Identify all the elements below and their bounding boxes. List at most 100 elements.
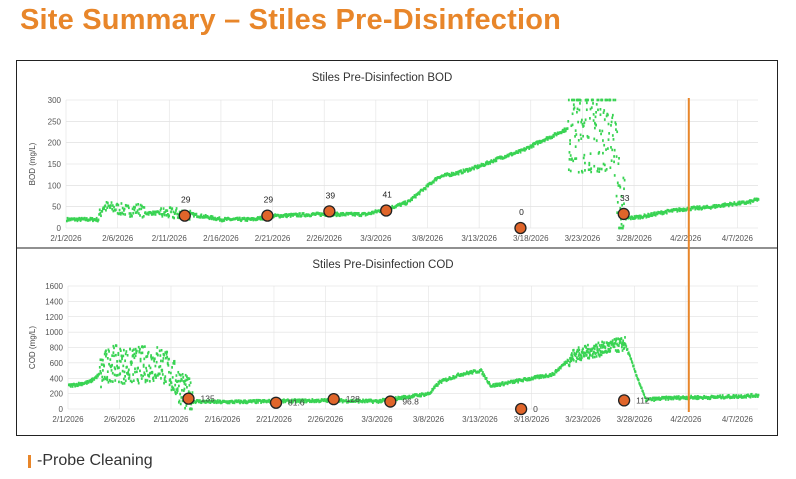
probe-point [123, 207, 126, 211]
chart-title: Stiles Pre-Disinfection BOD [312, 72, 453, 84]
probe-point [134, 367, 136, 371]
probe-point [200, 213, 203, 217]
probe-point [246, 219, 249, 222]
probe-point [588, 163, 591, 167]
probe-point [142, 363, 145, 367]
probe-point [304, 214, 307, 218]
probe-point [523, 147, 526, 150]
probe-point [632, 364, 635, 368]
probe-point [450, 174, 453, 177]
probe-point [418, 192, 421, 196]
probe-point [71, 385, 74, 388]
probe-point [588, 161, 591, 165]
probe-point [583, 153, 586, 157]
probe-point [609, 98, 612, 102]
probe-point [349, 400, 352, 403]
probe-point [588, 356, 591, 360]
probe-point [618, 184, 621, 187]
probe-point [452, 375, 455, 378]
probe-point [182, 380, 185, 383]
probe-point [284, 215, 287, 218]
probe-point [171, 366, 173, 369]
probe-point [757, 393, 760, 397]
probe-point [165, 353, 168, 356]
probe-point [131, 380, 133, 384]
probe-point [630, 357, 633, 361]
probe-point [608, 132, 611, 135]
probe-point [123, 209, 125, 212]
probe-point [107, 380, 110, 384]
probe-point [622, 176, 625, 180]
probe-point [360, 214, 363, 218]
probe-point [633, 367, 636, 371]
probe-point [106, 357, 109, 360]
probe-point [128, 212, 131, 215]
probe-point [576, 110, 578, 114]
probe-point [228, 401, 231, 405]
probe-point [451, 376, 454, 380]
probe-point [121, 206, 124, 210]
probe-point [287, 401, 290, 404]
probe-point [669, 395, 672, 399]
probe-point [587, 168, 590, 172]
cod-chart: Stiles Pre-Disinfection COD COD (mg/L) 0 20… [28, 259, 760, 424]
probe-point [103, 375, 106, 379]
probe-point [116, 366, 119, 370]
probe-point [465, 372, 468, 375]
probe-point [615, 123, 617, 126]
probe-point [703, 205, 705, 208]
probe-point [404, 200, 407, 203]
probe-point [314, 399, 317, 402]
probe-point [667, 398, 670, 401]
probe-point [621, 349, 624, 352]
probe-point [168, 357, 170, 361]
probe-point [589, 152, 592, 155]
probe-point [623, 187, 625, 191]
probe-point [167, 215, 170, 219]
probe-point [585, 108, 588, 112]
lab-sample-marker [178, 209, 191, 222]
probe-point [158, 372, 161, 376]
probe-point [631, 215, 633, 219]
probe-point [299, 401, 301, 404]
probe-point [426, 183, 429, 186]
probe-point [561, 130, 563, 134]
probe-point [80, 383, 83, 387]
probe-point [487, 162, 490, 166]
probe-point [177, 379, 180, 383]
probe-point [461, 171, 464, 175]
probe-point [172, 362, 175, 365]
x-tick-label: 3/23/2026 [565, 234, 601, 243]
probe-point [340, 212, 343, 215]
probe-point [623, 202, 625, 206]
probe-point [164, 375, 167, 378]
probe-point [216, 399, 219, 402]
probe-point [160, 207, 162, 210]
probe-point [137, 381, 140, 385]
y-tick-label: 600 [50, 359, 64, 368]
probe-point [603, 341, 605, 344]
probe-point [158, 365, 161, 369]
probe-point [498, 384, 500, 387]
probe-point [119, 347, 122, 351]
probe-point [256, 399, 259, 403]
probe-point [591, 347, 594, 351]
probe-point [637, 378, 640, 382]
probe-point [457, 172, 460, 176]
probe-point [109, 206, 112, 209]
probe-point [610, 159, 613, 163]
probe-point [648, 214, 651, 218]
probe-point [175, 388, 178, 391]
probe-point [171, 388, 174, 391]
probe-point [600, 346, 602, 349]
probe-point [612, 344, 615, 347]
probe-point [97, 218, 100, 222]
probe-point [585, 346, 587, 349]
probe-point [320, 214, 322, 217]
probe-point [176, 212, 179, 216]
probe-point [544, 375, 547, 379]
probe-point [587, 348, 590, 351]
lab-sample-label: 41 [382, 190, 392, 200]
probe-point [118, 359, 121, 363]
probe-point [598, 129, 601, 132]
